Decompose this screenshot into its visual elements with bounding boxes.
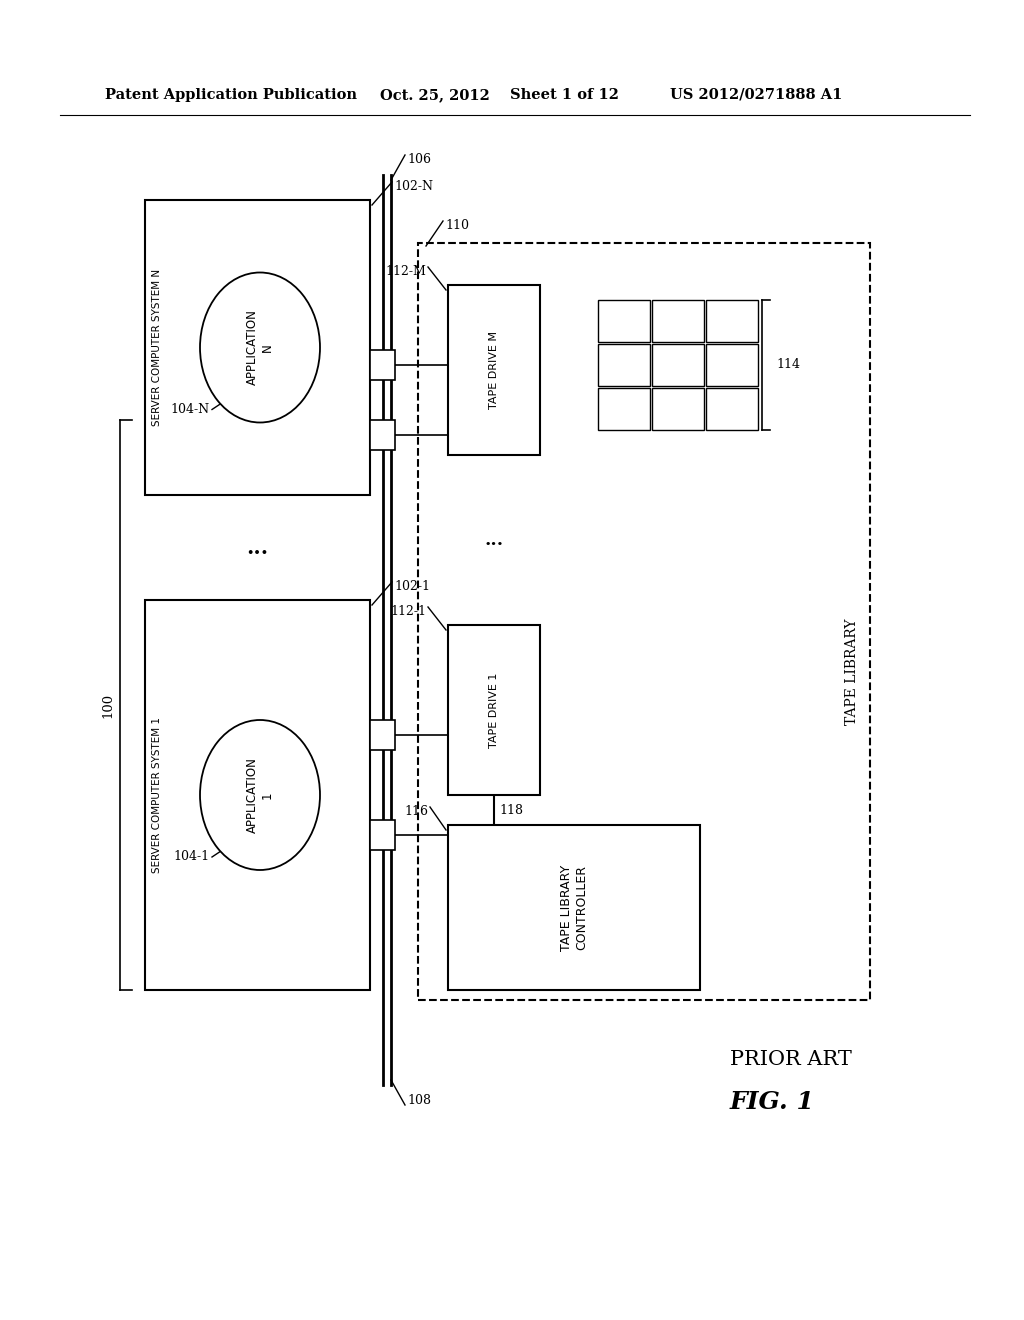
- Text: 104-N: 104-N: [171, 403, 210, 416]
- Text: Sheet 1 of 12: Sheet 1 of 12: [510, 88, 618, 102]
- Text: 104-1: 104-1: [174, 850, 210, 863]
- Bar: [449, 624, 540, 795]
- Bar: [370, 420, 395, 450]
- Text: TAPE LIBRARY
CONTROLLER: TAPE LIBRARY CONTROLLER: [560, 865, 588, 950]
- Text: TAPE DRIVE 1: TAPE DRIVE 1: [489, 672, 499, 747]
- Text: 118: 118: [499, 804, 523, 817]
- Text: Patent Application Publication: Patent Application Publication: [105, 88, 357, 102]
- Text: APPLICATION
N: APPLICATION N: [246, 310, 274, 385]
- Bar: [652, 300, 705, 342]
- Text: TAPE LIBRARY: TAPE LIBRARY: [845, 618, 859, 725]
- Text: 106: 106: [407, 153, 431, 166]
- Text: 114: 114: [776, 359, 800, 371]
- Bar: [598, 388, 650, 430]
- Text: 108: 108: [407, 1094, 431, 1107]
- Text: Oct. 25, 2012: Oct. 25, 2012: [380, 88, 489, 102]
- Bar: [652, 388, 705, 430]
- Text: 112-1: 112-1: [390, 605, 426, 618]
- Text: 102-N: 102-N: [394, 180, 433, 193]
- Text: SERVER COMPUTER SYSTEM 1: SERVER COMPUTER SYSTEM 1: [152, 717, 162, 873]
- Bar: [370, 719, 395, 750]
- Text: 116: 116: [404, 805, 428, 818]
- Text: SERVER COMPUTER SYSTEM N: SERVER COMPUTER SYSTEM N: [152, 269, 162, 426]
- Ellipse shape: [200, 272, 319, 422]
- Text: ...: ...: [484, 531, 504, 549]
- Text: 110: 110: [445, 219, 469, 232]
- Bar: [418, 243, 870, 1001]
- Bar: [706, 345, 758, 385]
- Bar: [449, 825, 700, 990]
- Bar: [145, 601, 370, 990]
- Text: PRIOR ART: PRIOR ART: [730, 1049, 852, 1069]
- Bar: [598, 300, 650, 342]
- Bar: [652, 345, 705, 385]
- Bar: [370, 820, 395, 850]
- Ellipse shape: [200, 719, 319, 870]
- Bar: [370, 350, 395, 380]
- Text: APPLICATION
1: APPLICATION 1: [246, 758, 274, 833]
- Bar: [706, 388, 758, 430]
- Text: US 2012/0271888 A1: US 2012/0271888 A1: [670, 88, 843, 102]
- Bar: [706, 300, 758, 342]
- Text: TAPE DRIVE M: TAPE DRIVE M: [489, 331, 499, 409]
- Text: 102-1: 102-1: [394, 579, 430, 593]
- Bar: [449, 285, 540, 455]
- Text: 100: 100: [101, 693, 114, 718]
- Bar: [145, 201, 370, 495]
- Text: FIG. 1: FIG. 1: [730, 1090, 815, 1114]
- Text: ...: ...: [247, 539, 268, 558]
- Bar: [598, 345, 650, 385]
- Text: 112-M: 112-M: [385, 265, 426, 279]
